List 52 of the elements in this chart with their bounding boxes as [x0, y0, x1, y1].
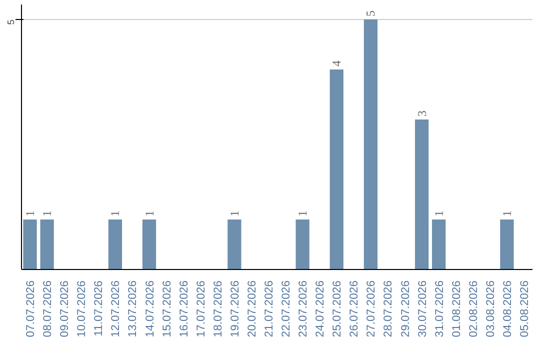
bar [432, 220, 446, 270]
bar [40, 220, 54, 270]
data-label: 1 [500, 210, 514, 216]
x-tick-label: 07.07.2026 [25, 280, 38, 338]
bar [228, 220, 242, 270]
x-tick-label: 11.07.2026 [93, 280, 106, 336]
x-tick-label: 15.07.2026 [161, 280, 174, 338]
data-label: 1 [40, 210, 54, 216]
x-tick-label: 18.07.2026 [212, 280, 224, 338]
x-tick-label: 29.07.2026 [400, 280, 412, 338]
x-tick-label: 01.08.2026 [450, 280, 463, 338]
data-label: 5 [364, 10, 378, 16]
x-tick-label: 03.08.2026 [484, 280, 497, 338]
x-tick-label: 24.07.2026 [314, 280, 327, 338]
data-label: 3 [414, 110, 429, 116]
x-tick-label: 13.07.2026 [127, 280, 140, 338]
x-tick-label: 19.07.2026 [229, 280, 242, 338]
x-tick-label: 04.08.2026 [502, 280, 514, 338]
x-tick-label: 28.07.2026 [382, 280, 395, 338]
x-tick-label: 27.07.2026 [366, 280, 378, 338]
data-label: 4 [330, 60, 344, 66]
data-label: 1 [142, 210, 156, 216]
bar [23, 220, 37, 270]
bar [500, 220, 514, 270]
x-tick-label: 08.07.2026 [42, 280, 54, 338]
x-tick-label: 02.08.2026 [468, 280, 480, 338]
x-tick-label: 26.07.2026 [348, 280, 361, 338]
x-tick-label: 10.07.2026 [76, 280, 88, 338]
data-label: 1 [432, 210, 446, 216]
x-tick-label: 09.07.2026 [59, 280, 72, 338]
x-tick-label: 12.07.2026 [110, 280, 122, 338]
x-tick-label: 23.07.2026 [298, 280, 310, 338]
bar [414, 120, 429, 270]
data-label: 1 [296, 210, 310, 216]
x-tick-label: 14.07.2026 [144, 280, 156, 338]
bar [330, 70, 344, 270]
x-tick-label: 25.07.2026 [332, 280, 344, 338]
data-label: 1 [23, 210, 38, 216]
x-tick-label: 22.07.2026 [280, 280, 293, 338]
x-tick-label: 16.07.2026 [178, 280, 190, 338]
x-tick-label: 20.07.2026 [246, 280, 258, 338]
bar [364, 20, 378, 270]
data-label: 1 [108, 210, 122, 216]
x-tick-label: 31.07.2026 [434, 280, 446, 338]
bar [296, 220, 310, 270]
data-label: 1 [227, 210, 242, 216]
x-tick-label: 05.08.2026 [518, 280, 531, 338]
bar [142, 220, 156, 270]
x-tick-label: 17.07.2026 [195, 280, 208, 338]
bar [108, 220, 122, 270]
x-tick-label: 21.07.2026 [263, 280, 276, 338]
x-tick-label: 30.07.2026 [416, 280, 429, 338]
